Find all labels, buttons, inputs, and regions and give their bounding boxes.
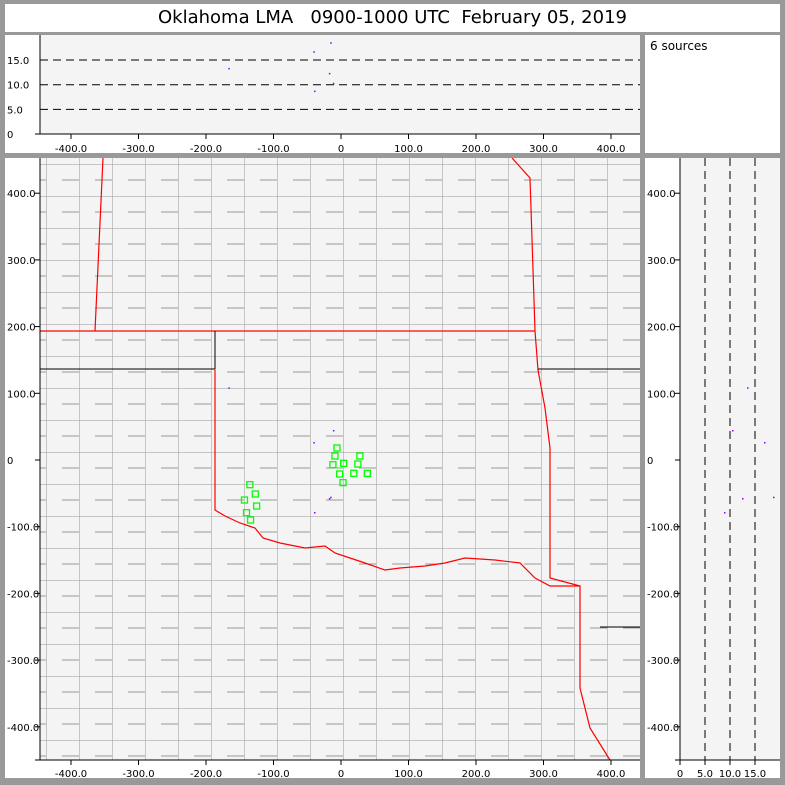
y-tick-label: 300.0	[7, 256, 36, 267]
plan-view-panel: 400.0 300.0 200.0 100.0 0 -100.0 -200.0 -300.0 -…	[5, 158, 640, 778]
y-tick-label: -200.0	[647, 589, 679, 600]
source-point	[313, 441, 315, 444]
station-marker	[252, 502, 261, 510]
x-tick-label: 100.0	[394, 769, 423, 778]
source-point	[314, 90, 316, 93]
source-point	[773, 496, 775, 499]
kansas-missouri-border	[511, 158, 536, 332]
x-tick-label: 200.0	[462, 144, 491, 153]
y-tick-label: 10.0	[7, 81, 29, 92]
x-tick-label: 300.0	[529, 144, 558, 153]
source-count: 6 sources	[650, 39, 708, 53]
y-tick-label: -400.0	[7, 723, 39, 734]
source-point	[228, 387, 230, 389]
source-point	[332, 429, 335, 432]
x-tick-label: 5.0	[697, 769, 713, 778]
y-tick-label: -200.0	[7, 589, 39, 600]
station-marker	[350, 469, 358, 477]
station-marker	[329, 461, 337, 469]
station-marker	[335, 470, 344, 478]
y-tick-label: -100.0	[7, 523, 39, 534]
x-tick-label: -400.0	[55, 769, 87, 778]
y-tick-label: 15.0	[7, 56, 29, 67]
station-marker	[339, 479, 347, 487]
y-tick-label: 0	[7, 130, 13, 141]
altitude-ns-panel: 400.0 300.0 200.0 100.0 0 -100.0 -200.0 -300.0 -…	[645, 158, 780, 778]
y-tick-label: 400.0	[7, 189, 36, 200]
x-tick-label: 0	[338, 144, 344, 153]
station-marker	[354, 460, 362, 468]
county-borders	[40, 158, 640, 760]
x-tick-label: -300.0	[122, 144, 154, 153]
y-tick-label: 0	[647, 456, 653, 467]
station-marker	[246, 516, 255, 524]
source-count-panel: 6 sources	[645, 35, 780, 153]
source-point	[314, 512, 316, 514]
source-point	[724, 512, 726, 514]
x-tick-label: 0	[677, 769, 683, 778]
station-marker	[356, 452, 364, 460]
y-tick-label: 5.0	[7, 105, 23, 116]
source-point	[328, 72, 331, 75]
y-tick-label: -400.0	[647, 723, 679, 734]
station-marker	[242, 509, 251, 517]
source-point	[764, 441, 766, 444]
y-tick-label: 400.0	[647, 189, 676, 200]
chart-title: Oklahoma LMA 0900-1000 UTC February 05, …	[5, 4, 780, 32]
colorado-kansas-border	[94, 158, 104, 332]
x-tick-label: 100.0	[394, 144, 423, 153]
source-point	[330, 42, 332, 44]
x-tick-label: 10.0	[719, 769, 741, 778]
x-tick-label: 0	[338, 769, 344, 778]
x-tick-label: 200.0	[462, 769, 491, 778]
x-tick-label: -300.0	[122, 769, 154, 778]
x-tick-label: 300.0	[529, 769, 558, 778]
y-tick-label: 100.0	[647, 389, 676, 400]
source-point	[732, 429, 734, 432]
source-point	[313, 51, 315, 53]
x-tick-label: -400.0	[55, 144, 87, 153]
x-tick-label: -100.0	[257, 144, 289, 153]
x-tick-label: -200.0	[190, 144, 222, 153]
x-tick-label: 400.0	[597, 769, 626, 778]
x-tick-label: 15.0	[744, 769, 766, 778]
oklahoma-east-border	[534, 330, 611, 761]
y-tick-label: 200.0	[7, 323, 36, 334]
altitude-ew-panel: 0 5.0 10.0 15.0 -400.0 -300.0 -200.0 -100.0 0 100…	[5, 35, 640, 153]
y-tick-label: -100.0	[647, 523, 679, 534]
source-point	[747, 387, 749, 389]
y-tick-label: 0	[7, 456, 13, 467]
y-tick-label: 100.0	[7, 389, 36, 400]
y-tick-label: 300.0	[647, 256, 676, 267]
y-tick-label: -300.0	[7, 656, 39, 667]
station-marker	[246, 481, 254, 489]
station-marker	[251, 490, 259, 498]
x-tick-label: -100.0	[257, 769, 289, 778]
y-tick-label: -300.0	[647, 656, 679, 667]
source-point	[330, 496, 332, 499]
y-tick-label: 200.0	[647, 323, 676, 334]
source-point	[328, 498, 331, 500]
station-marker	[333, 444, 341, 452]
station-marker	[240, 496, 249, 504]
source-point	[332, 82, 335, 85]
station-marker	[363, 469, 371, 477]
station-marker	[340, 459, 348, 467]
x-tick-label: -200.0	[190, 769, 222, 778]
source-point	[742, 498, 744, 500]
station-marker	[331, 452, 339, 460]
source-point	[228, 67, 230, 70]
x-tick-label: 400.0	[597, 144, 626, 153]
texas-panhandle-border	[40, 331, 216, 370]
red-river-border	[214, 370, 580, 587]
